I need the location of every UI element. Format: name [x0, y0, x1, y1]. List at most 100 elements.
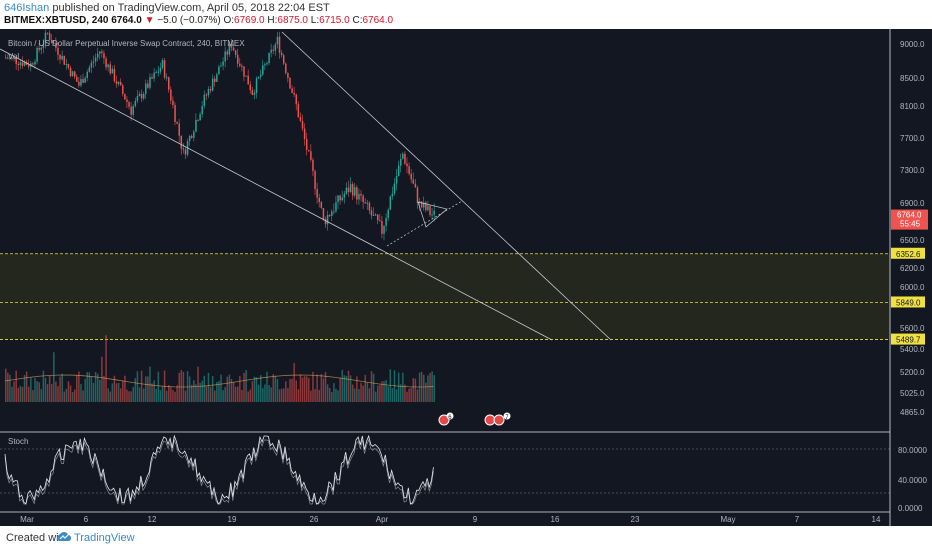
volume-bar [209, 387, 212, 402]
volume-bar [404, 384, 406, 402]
volume-bar [377, 385, 379, 402]
candle-body [287, 72, 289, 79]
volume-bar [203, 375, 206, 402]
candle-body [105, 58, 107, 68]
author-link[interactable]: 646Ishan [4, 2, 50, 14]
support-tag [891, 333, 925, 345]
time-tick-label: 12 [148, 515, 157, 524]
price-tick-label: 8500.0 [900, 74, 925, 83]
candle-body [295, 94, 298, 105]
time-tick-label: Apr [376, 515, 389, 524]
candle-body [282, 55, 285, 64]
stoch-k-line [4, 434, 434, 505]
candle-body [262, 65, 264, 75]
tradingview-brand[interactable]: TradingView [74, 532, 135, 544]
candle-body [408, 166, 410, 174]
candle-body [170, 89, 172, 101]
volume-bar [9, 374, 11, 402]
volume-bar [21, 386, 24, 402]
candle-body [389, 196, 392, 210]
candle-body [270, 49, 272, 53]
volume-bar [71, 391, 74, 402]
support-tag-label: 5489.7 [896, 336, 921, 345]
volume-bar [251, 381, 254, 402]
volume-bar [351, 384, 354, 402]
volume-bar [201, 380, 203, 402]
volume-bar [234, 386, 237, 402]
time-tick-label: Mar [20, 515, 34, 524]
candle-body [5, 57, 7, 59]
candle-body [416, 187, 419, 204]
candle-body [88, 67, 91, 72]
upper-trendline [281, 31, 612, 341]
volume-bar [356, 376, 358, 402]
volume-bar [343, 375, 346, 402]
candle-body [328, 215, 331, 217]
volume-bar [193, 380, 195, 402]
symbol-name: BITMEX:XBTUSD, 240 [4, 15, 109, 26]
volume-bar [25, 371, 28, 402]
volume-bar [207, 372, 210, 402]
candle-body [84, 78, 86, 83]
volume-bar [151, 383, 153, 402]
candle-body [381, 221, 383, 234]
candle-body [48, 32, 51, 41]
volume-bar [157, 371, 160, 402]
legend-vol: Vol [8, 52, 19, 61]
candle-body [406, 163, 408, 167]
volume-bar [159, 390, 162, 402]
change-value: −5.0 (−0.07%) [157, 15, 221, 26]
volume-bar [331, 391, 333, 402]
candle-body [61, 55, 63, 60]
candle-body [86, 71, 89, 79]
candle-body [42, 43, 45, 48]
tradingview-cloud-icon [57, 532, 71, 541]
volume-bar [55, 381, 57, 402]
candle-body [128, 102, 130, 107]
volume-bar [178, 372, 180, 402]
volume-bar [236, 386, 239, 402]
volume-bar [117, 382, 120, 402]
volume-bar [124, 375, 126, 402]
candle-body [157, 71, 160, 73]
candle-body [134, 100, 137, 107]
volume-bar [400, 384, 402, 402]
candle-body [251, 90, 254, 95]
publish-info: published on TradingView.com, April 05, … [52, 2, 330, 14]
volume-bar [105, 335, 107, 402]
volume-bar [381, 381, 383, 402]
candle-body [69, 67, 72, 76]
candle-body [145, 83, 147, 94]
volume-bar [30, 377, 32, 402]
lower-trendline [0, 48, 553, 341]
candle-body [239, 63, 241, 66]
candle-body [44, 32, 47, 44]
candle-body [13, 57, 15, 59]
candle-body [178, 123, 180, 136]
candle-body [331, 211, 333, 217]
volume-bar [291, 378, 293, 402]
candle-body [310, 151, 312, 160]
candle-body [276, 36, 279, 45]
volume-bar [5, 368, 7, 402]
price-tick-label: 9000.0 [900, 40, 925, 49]
candle-body [266, 63, 268, 65]
candle-body [153, 72, 155, 79]
open-value: 6769.0 [234, 15, 265, 26]
volume-bar [297, 389, 300, 402]
volume-bar [310, 390, 312, 402]
candle-body [335, 202, 337, 212]
candle-body [55, 43, 57, 48]
candle-body [268, 52, 270, 64]
volume-bar [266, 371, 268, 402]
close-value: 6764.0 [362, 15, 394, 26]
candle-body [243, 66, 245, 77]
candle-body [180, 135, 183, 149]
volume-bar [366, 382, 369, 402]
candle-body [205, 94, 208, 96]
volume-bar [78, 371, 80, 402]
candle-body [132, 106, 134, 115]
candle-body [333, 211, 335, 213]
